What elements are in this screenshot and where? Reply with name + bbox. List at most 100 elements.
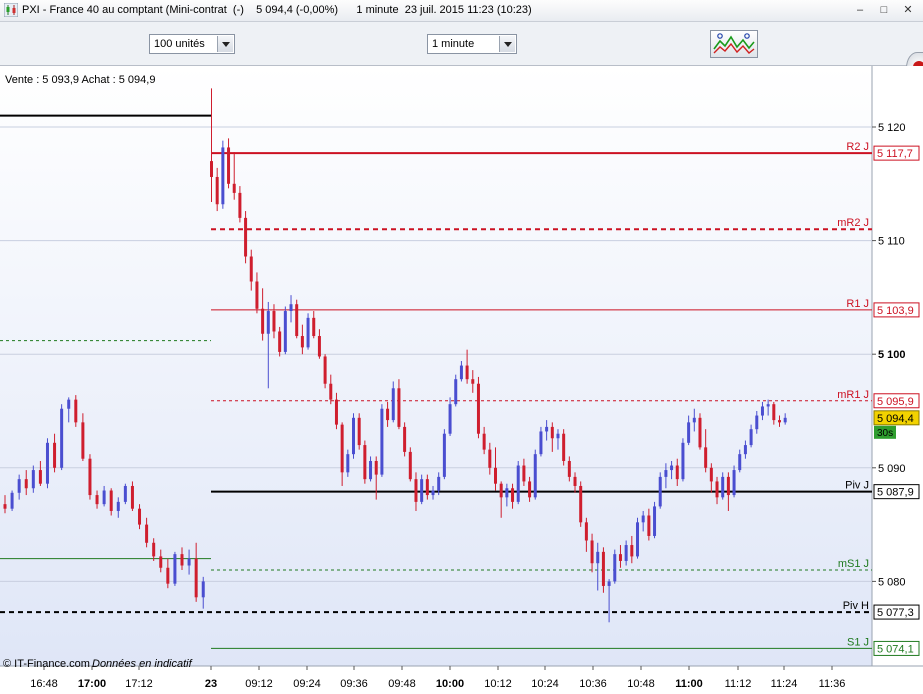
candle-body [227,147,231,184]
candle-body [613,554,617,582]
candle-body [374,460,378,475]
chart-toolbar: 100 unités 1 minute [0,22,923,84]
candle-body [516,465,520,502]
window-titlebar: PXI - France 40 au comptant (Mini-contra… [0,0,923,22]
x-tick-label: 23 [205,678,217,689]
candle-body [255,281,259,309]
candle-body [579,485,583,523]
candle-body [210,161,213,177]
candle-body [607,581,611,586]
chart-area[interactable]: R2 J mR2 J R1 J mR1 J Piv J mS1 J Piv H S1 J 5 … [0,66,923,690]
x-tick-label: 11:12 [725,678,752,689]
candle-body [715,481,719,498]
candle-body [152,542,156,557]
candle-body [454,379,458,405]
restore-icon[interactable]: □ [880,4,888,16]
pivot-level-name: S1 J [847,636,869,648]
chevron-down-icon[interactable] [217,36,233,52]
candle-body [783,417,787,423]
candle-body [601,551,605,586]
candle-body [431,490,435,496]
candle-body [539,431,543,455]
candle-body [363,445,367,480]
candle-body [545,426,549,432]
candle-body [425,479,429,496]
countdown-badge [874,425,896,439]
pivot-level-name: mR1 J [837,389,869,401]
candle-body [664,470,668,477]
candle-body [499,483,503,498]
candle-body [590,540,594,564]
units-select[interactable]: 100 unités [149,34,235,54]
candle-body [471,379,475,384]
candle-body [386,408,390,421]
candle-body [721,476,725,498]
candle-body [109,490,113,511]
level-price-box [873,640,920,656]
candle-body [81,422,85,459]
candle-body [74,399,78,423]
candle-body [494,467,497,484]
candle-body [278,331,282,352]
candle-body [334,399,338,425]
level-price-box [873,393,920,409]
candle-body [317,336,321,357]
candle-body [187,558,191,566]
candle-body [755,415,759,430]
candle-body [283,311,287,352]
candle-body [159,556,163,568]
minimize-icon[interactable]: – [856,4,864,16]
candlestick-chart[interactable]: R2 J mR2 J R1 J mR1 J Piv J mS1 J Piv H S1 J 5 … [0,66,923,690]
close-icon[interactable]: ✕ [903,4,913,16]
candle-body [772,404,776,421]
candle-body [414,479,418,502]
pivot-level-name: R2 J [846,141,869,153]
candle-body [391,388,395,421]
candlestick-app-icon [4,3,18,17]
y-tick-label: 5 120 [878,122,906,134]
candle-body [681,442,685,480]
candle-body [369,460,373,480]
candle-body [24,479,28,489]
interval-select-value: 1 minute [432,38,475,50]
candle-body [306,317,310,348]
candle-body [88,458,92,496]
candle-body [180,554,184,566]
candle-body [420,479,424,502]
candle-body [312,317,316,337]
window-title: PXI - France 40 au comptant (Mini-contra… [22,4,532,16]
chart-tools-button[interactable] [710,30,758,58]
level-price-label: 5 103,9 [877,305,914,317]
candle-body [573,476,577,486]
pivot-level-name: Piv H [843,600,869,612]
candle-body [357,417,361,446]
candle-body [95,495,99,505]
y-tick-label: 5 090 [878,463,906,475]
candle-body [658,476,662,507]
pivot-level-name: R1 J [846,298,869,310]
candle-body [442,433,446,477]
candle-body [704,447,708,468]
y-axis-panel [872,66,923,666]
candle-body [300,336,304,348]
x-tick-label: 10:24 [531,678,559,689]
interval-select[interactable]: 1 minute [427,34,517,54]
candle-body [636,522,639,557]
candle-body [670,465,674,471]
chevron-down-icon[interactable] [499,36,515,52]
candle-body [244,217,248,257]
candle-body [397,388,401,427]
x-tick-label: 09:24 [293,678,321,689]
units-select-value: 100 unités [154,38,205,50]
pivot-level-name: mS1 J [838,558,869,570]
candle-body [53,442,57,468]
y-tick-label: 5 080 [878,576,906,588]
candle-body [340,424,344,473]
candle-body [3,504,7,509]
candle-body [760,406,764,416]
candle-body [232,183,236,193]
line-chart-icon [713,33,755,54]
candle-body [145,524,149,543]
y-tick-label: 5 110 [878,236,905,248]
x-tick-label: 09:12 [245,678,273,689]
